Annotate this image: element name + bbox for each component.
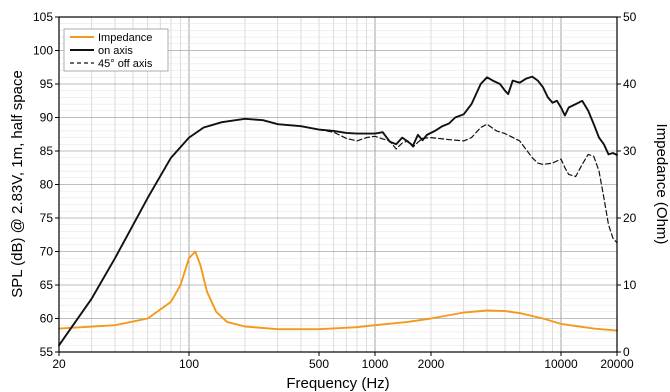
y-right-tick-label: 40	[623, 77, 637, 91]
y-right-tick-label: 0	[623, 345, 630, 359]
y-left-tick-label: 95	[40, 77, 54, 91]
x-tick-label: 2000	[418, 357, 445, 371]
x-tick-label: 10000	[544, 357, 578, 371]
x-tick-label: 20000	[600, 357, 634, 371]
legend: Impedance on axis 45° off axis	[63, 28, 169, 72]
curves	[58, 75, 618, 347]
x-tick-label: 100	[179, 357, 199, 371]
x-tick-label: 1000	[362, 357, 389, 371]
legend-label-impedance: Impedance	[98, 32, 152, 44]
series-line-on-axis	[58, 75, 618, 347]
y-right-tick-label: 10	[623, 278, 637, 292]
x-axis-title: Frequency (Hz)	[286, 375, 389, 392]
y-left-tick-label: 60	[40, 312, 54, 326]
y-right-tick-label: 50	[623, 10, 637, 24]
series-line-impedance	[58, 250, 618, 332]
y-left-tick-label: 105	[33, 10, 53, 24]
y-left-tick-label: 100	[33, 44, 53, 58]
legend-label-off-axis: 45° off axis	[98, 58, 153, 70]
series-line-off-axis	[318, 123, 618, 244]
grid	[58, 16, 618, 353]
y-axis-right-title: Impedance (Ohm)	[653, 124, 670, 245]
ticks: 55 60 65 70 75 80 85 90 95 100 105 0 10 20 30 40 50 20 100…	[33, 10, 637, 371]
y-left-tick-label: 65	[40, 278, 54, 292]
x-tick-label: 20	[52, 357, 66, 371]
x-tick-label: 500	[309, 357, 329, 371]
y-right-tick-label: 20	[623, 211, 637, 225]
y-right-tick-label: 30	[623, 144, 637, 158]
y-left-tick-label: 70	[40, 245, 54, 259]
y-left-tick-label: 80	[40, 178, 54, 192]
y-left-tick-label: 90	[40, 111, 54, 125]
legend-label-on-axis: on axis	[98, 45, 133, 57]
y-axis-left-title: SPL (dB) @ 2.83V, 1m, half space	[9, 70, 26, 298]
y-left-tick-label: 75	[40, 211, 54, 225]
y-left-tick-label: 55	[40, 345, 54, 359]
y-left-tick-label: 85	[40, 144, 54, 158]
